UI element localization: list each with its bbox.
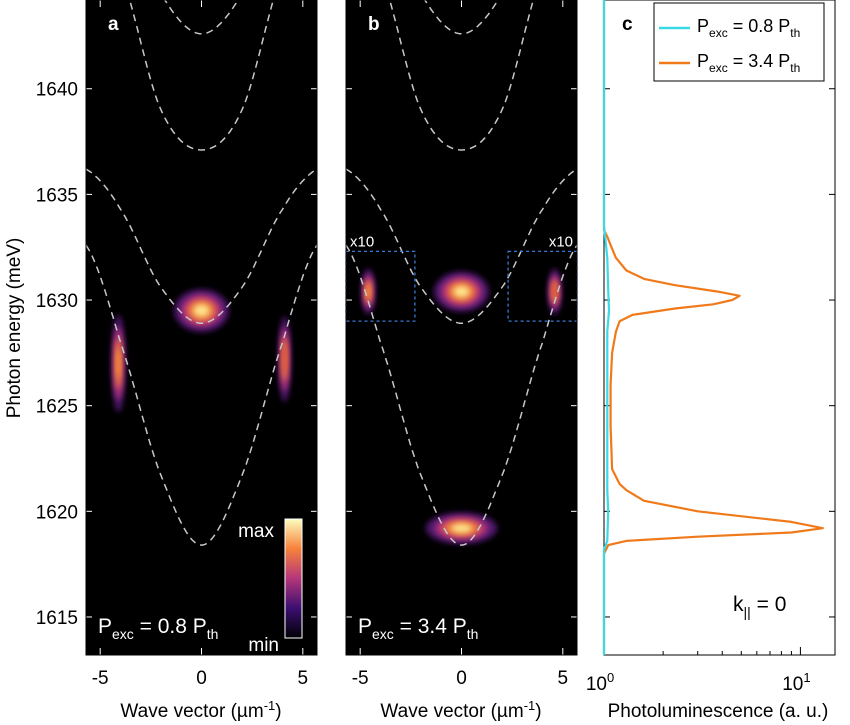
y-tick-label-3: 1630: [36, 291, 78, 312]
panel-a-intensity: [111, 289, 291, 412]
intensity-blob-1-layer-3: [116, 349, 121, 378]
legend-entry-low: Pexc = 0.8 Pth: [697, 16, 800, 40]
panel-a-annotation: Pexc = 0.8 Pth: [98, 615, 218, 642]
intensity-blob-0-layer-3: [451, 523, 472, 533]
c-x-tick-base-0: 10: [586, 674, 607, 695]
panel-a-frame: [85, 0, 318, 656]
legend-entry-high: Pexc = 3.4 Pth: [697, 51, 800, 75]
intensity-blob-2-layer-3: [282, 346, 287, 372]
x-tick-label-2: 5: [558, 668, 569, 689]
panel-b-annotation: Pexc = 3.4 Pth: [358, 615, 478, 642]
dispersion-curve-upper1: [388, 0, 535, 151]
colorbar-max-label: max: [238, 521, 274, 542]
panel-b-frame: [345, 0, 578, 656]
panel-a: -5 0 5 1615 1620 1625 1630 1635 1640 a Pexc = 0.…: [36, 0, 318, 722]
y-tick-label-1: 1620: [36, 502, 78, 523]
panel-b-xlabel: Wave vector (µm-1): [380, 698, 541, 722]
x-tick-label-1: 0: [196, 668, 207, 689]
panel-b-background: [346, 0, 577, 655]
magnified-box-label-0: x10: [350, 233, 374, 250]
colorbar-min-label: min: [248, 635, 279, 656]
panel-b-dispersion-curves: [346, 0, 577, 546]
panel-c-annotation: k|| = 0: [733, 593, 786, 620]
panel-a-label: a: [108, 14, 119, 35]
c-x-tick-label-0: 100: [586, 670, 614, 695]
dispersion-curve-lower: [86, 244, 317, 546]
intensity-blob-0-layer-3: [193, 304, 210, 317]
panel-b-intensity: [361, 268, 562, 544]
panel-c-xlabel: Photoluminescence (a. u.): [608, 701, 829, 722]
panel-c-legend: Pexc = 0.8 Pth Pexc = 3.4 Pth: [653, 2, 825, 82]
panel-c: 100 101 c Pexc = 0.8 Pth Pexc = 3.4 Pth k…: [586, 0, 836, 722]
panel-b-ticks: -5 0 5: [346, 0, 577, 689]
panel-b-label: b: [368, 14, 380, 35]
c-x-tick-base-1: 10: [782, 674, 803, 695]
panel-a-dispersion-curves: [86, 0, 317, 546]
dispersion-curve-mid: [346, 168, 577, 325]
x-tick-label-2: 5: [298, 668, 309, 689]
intensity-blob-3-layer-3: [552, 284, 557, 299]
intensity-blob-2-layer-3: [366, 284, 371, 299]
dispersion-curve-upper1: [128, 0, 275, 151]
dispersion-curve-mid: [86, 168, 317, 325]
panel-b: x10 x10 -5 0 5 b Pexc = 3.4 Pth Wave vector…: [345, 0, 578, 722]
y-tick-label-2: 1625: [36, 397, 78, 418]
panel-c-ticks: 100 101: [586, 88, 835, 695]
y-axis-label: Photon energy (meV): [4, 238, 25, 419]
c-x-tick-label-1: 101: [782, 670, 810, 695]
y-tick-label-5: 1640: [36, 80, 78, 101]
panel-a-xlabel: Wave vector (µm-1): [120, 698, 281, 722]
intensity-blob-1-layer-3: [453, 285, 470, 298]
c-x-tick-exp-1: 1: [803, 670, 810, 685]
panel-c-spectra: [602, 0, 824, 655]
panel-c-background: [603, 0, 836, 656]
c-x-tick-exp-0: 0: [607, 670, 614, 685]
panel-c-label: c: [622, 14, 633, 35]
x-tick-label-1: 0: [456, 668, 467, 689]
spectrum-line-1: [602, 0, 824, 655]
y-tick-label-4: 1635: [36, 185, 78, 206]
panel-a-ticks: -5 0 5 1615 1620 1625 1630 1635 1640: [36, 0, 317, 689]
legend-box: [653, 2, 825, 82]
x-tick-label-0: -5: [92, 668, 109, 689]
magnified-box-label-1: x10: [549, 233, 573, 250]
x-tick-label-0: -5: [352, 668, 369, 689]
spectrum-line-0: [602, 0, 611, 655]
y-tick-label-0: 1615: [36, 608, 78, 629]
dispersion-curve-lower: [346, 244, 577, 546]
colorbar: [284, 518, 303, 639]
